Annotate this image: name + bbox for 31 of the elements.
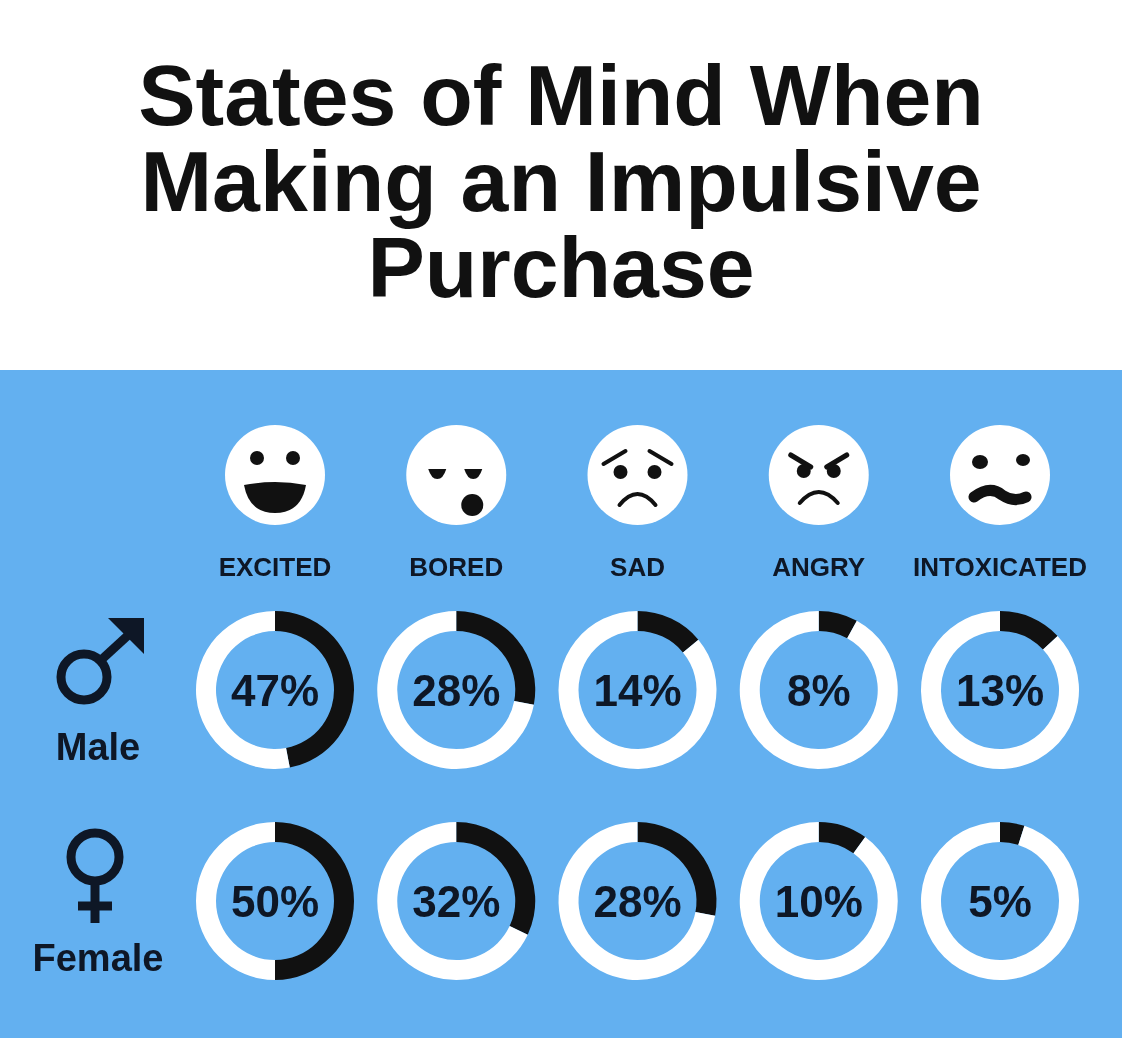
text: 28% [593,876,682,926]
donut-slice [921,822,1079,980]
text: 10% [774,876,863,926]
text: 32% [412,876,501,926]
chart-title: BORED [409,552,504,582]
donut-slice [558,822,716,980]
donut-slice [739,611,898,769]
text: Male [55,726,141,768]
text: 50% [230,876,320,926]
chart-title: ANGRY [772,552,866,582]
text: 28% [412,665,501,715]
text: 8% [786,665,851,715]
text: 13% [955,665,1045,715]
text: 5% [968,876,1032,926]
text: 47% [230,665,320,715]
chart-title: INTOXICATED [913,552,1087,582]
donut-slice [1000,611,1058,650]
donut-slice [637,611,699,653]
donut-slice [818,611,857,639]
donut-slice [558,611,717,769]
donut-slice [739,822,898,980]
donut-slice [921,611,1079,769]
text: 14% [593,665,682,715]
chart-title: SAD [610,552,665,582]
text: Female [32,937,164,979]
donut-slice [377,822,528,980]
donut-slice [818,822,866,854]
chart-title: EXCITED [218,552,332,582]
donut-slice [377,611,534,769]
donut-slice [1000,822,1025,845]
text: States of Mind When Making an Impulsive Purchase [138,47,984,315]
